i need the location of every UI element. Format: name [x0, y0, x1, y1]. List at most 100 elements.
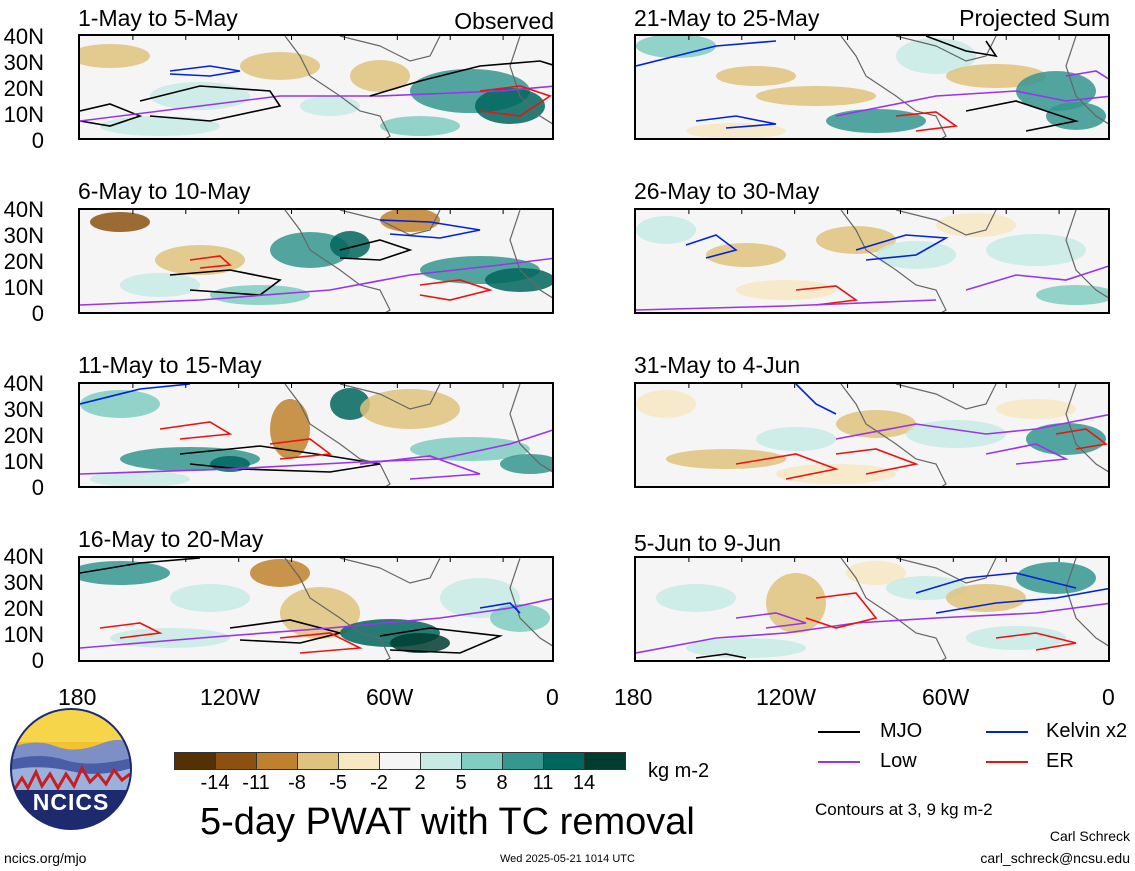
- panel-4-title: 16-May to 20-May: [78, 526, 264, 552]
- contour-line: [479, 602, 521, 614]
- lat-tick: 40N: [3, 24, 44, 49]
- coastline: [509, 384, 552, 473]
- lat-tick: 20N: [3, 423, 44, 448]
- contour-line: [339, 239, 413, 261]
- coastline: [284, 384, 441, 486]
- panel-5-title: 21-May to 25-May: [634, 5, 820, 31]
- lat-tick: 10N: [3, 102, 44, 127]
- pwat-anomaly-blob: [946, 584, 1026, 612]
- lon-tick: 180: [614, 684, 653, 710]
- contour-line: [80, 103, 143, 127]
- pwat-anomaly-blob: [390, 633, 450, 653]
- pwat-anomaly-blob: [380, 116, 460, 136]
- legend-mjo-label: MJO: [880, 720, 923, 742]
- map-graphic: [80, 558, 552, 660]
- lat-tick: 30N: [3, 223, 44, 248]
- pwat-anomaly-blob: [706, 243, 786, 267]
- coastline: [509, 210, 552, 299]
- contour-line: [80, 257, 552, 306]
- lat-tick: 20N: [3, 596, 44, 621]
- legend-mjo-line: [818, 731, 860, 733]
- colorbar-label: -14: [200, 772, 230, 794]
- footer-author: Carl Schreck: [1049, 828, 1130, 844]
- pwat-anomaly-blob: [80, 390, 160, 418]
- pwat-anomaly-blob: [90, 212, 150, 232]
- map-panel-7: [634, 382, 1110, 488]
- map-panel-6: [634, 208, 1110, 314]
- contour-line: [695, 653, 747, 659]
- lat-tick: 40N: [3, 197, 44, 222]
- contour-line: [269, 438, 333, 460]
- legend-low-line: [818, 761, 860, 763]
- colorbar-units: kg m-2: [648, 760, 710, 782]
- pwat-anomaly-blob: [475, 88, 545, 124]
- coastline: [840, 36, 997, 138]
- lat-tick: 20N: [3, 249, 44, 274]
- coastline: [840, 210, 997, 312]
- contour-line: [169, 65, 241, 77]
- coastline: [1065, 210, 1108, 299]
- map-graphic: [636, 36, 1108, 138]
- contour-line: [995, 632, 1077, 651]
- ncics-logo: NCICS: [10, 708, 132, 830]
- pwat-anomaly-blob: [330, 388, 370, 420]
- pwat-anomaly-blob: [170, 584, 250, 612]
- contour-line: [359, 455, 481, 480]
- coastline: [1065, 36, 1108, 125]
- panel-7-title: 31-May to 4-Jun: [634, 352, 801, 378]
- contour-line: [379, 219, 481, 239]
- colorbar-swatch: [543, 752, 585, 770]
- contour-line: [795, 384, 837, 415]
- pwat-anomaly-blob: [766, 573, 826, 633]
- pwat-anomaly-blob: [936, 213, 1016, 237]
- colorbar-swatch: [379, 752, 421, 770]
- lat-tick: 0: [31, 648, 44, 673]
- lat-tick: 0: [31, 128, 44, 153]
- pwat-anomaly-blob: [686, 638, 806, 658]
- colorbar-swatch: [338, 752, 380, 770]
- pwat-anomaly-blob: [1036, 285, 1108, 305]
- contour-line: [419, 279, 493, 301]
- footer-timestamp: Wed 2025-05-21 1014 UTC: [500, 853, 635, 865]
- colorbar-label: 2: [414, 772, 426, 794]
- coastline: [284, 36, 441, 138]
- legend-low-label: Low: [880, 750, 917, 772]
- panel-8-title: 5-Jun to 9-Jun: [634, 530, 782, 556]
- contour-line: [835, 90, 1108, 117]
- contour-line: [835, 413, 1108, 440]
- lat-tick: 20N: [3, 76, 44, 101]
- map-graphic: [80, 36, 552, 138]
- pwat-anomaly-blob: [155, 245, 245, 275]
- colorbar-label: 8: [496, 772, 508, 794]
- pwat-anomaly-blob: [300, 96, 360, 116]
- lat-tick: 0: [31, 301, 44, 326]
- lat-tick: 10N: [3, 275, 44, 300]
- pwat-anomaly-blob: [410, 437, 530, 461]
- coastline: [509, 558, 552, 647]
- legend-kelvin-label: Kelvin x2: [1046, 720, 1128, 742]
- pwat-anomaly-blob: [656, 584, 736, 612]
- contour-line: [279, 632, 363, 654]
- pwat-anomaly-blob: [80, 44, 150, 68]
- contour-line: [895, 111, 959, 132]
- lat-tick: 30N: [3, 50, 44, 75]
- pwat-anomaly-blob: [966, 626, 1066, 650]
- pwat-anomaly-blob: [1016, 71, 1096, 111]
- pwat-anomaly-blob: [736, 280, 836, 300]
- pwat-anomaly-blob: [636, 216, 696, 244]
- map-panel-8: [634, 556, 1110, 662]
- pwat-anomaly-blob: [836, 410, 916, 438]
- map-graphic: [80, 210, 552, 312]
- lon-tick: 120W: [200, 684, 261, 710]
- pwat-anomaly-blob: [816, 226, 896, 254]
- contour-line: [139, 85, 282, 122]
- contour-line: [915, 572, 1077, 594]
- pwat-anomaly-blob: [350, 60, 410, 92]
- logo-text: NCICS: [32, 789, 110, 815]
- lon-tick: 60W: [366, 684, 414, 710]
- colorbar-swatch: [215, 752, 257, 770]
- map-graphic: [636, 558, 1108, 660]
- pwat-anomaly-blob: [100, 116, 220, 136]
- map-graphic: [636, 384, 1108, 486]
- legend-kelvin-line: [986, 731, 1028, 733]
